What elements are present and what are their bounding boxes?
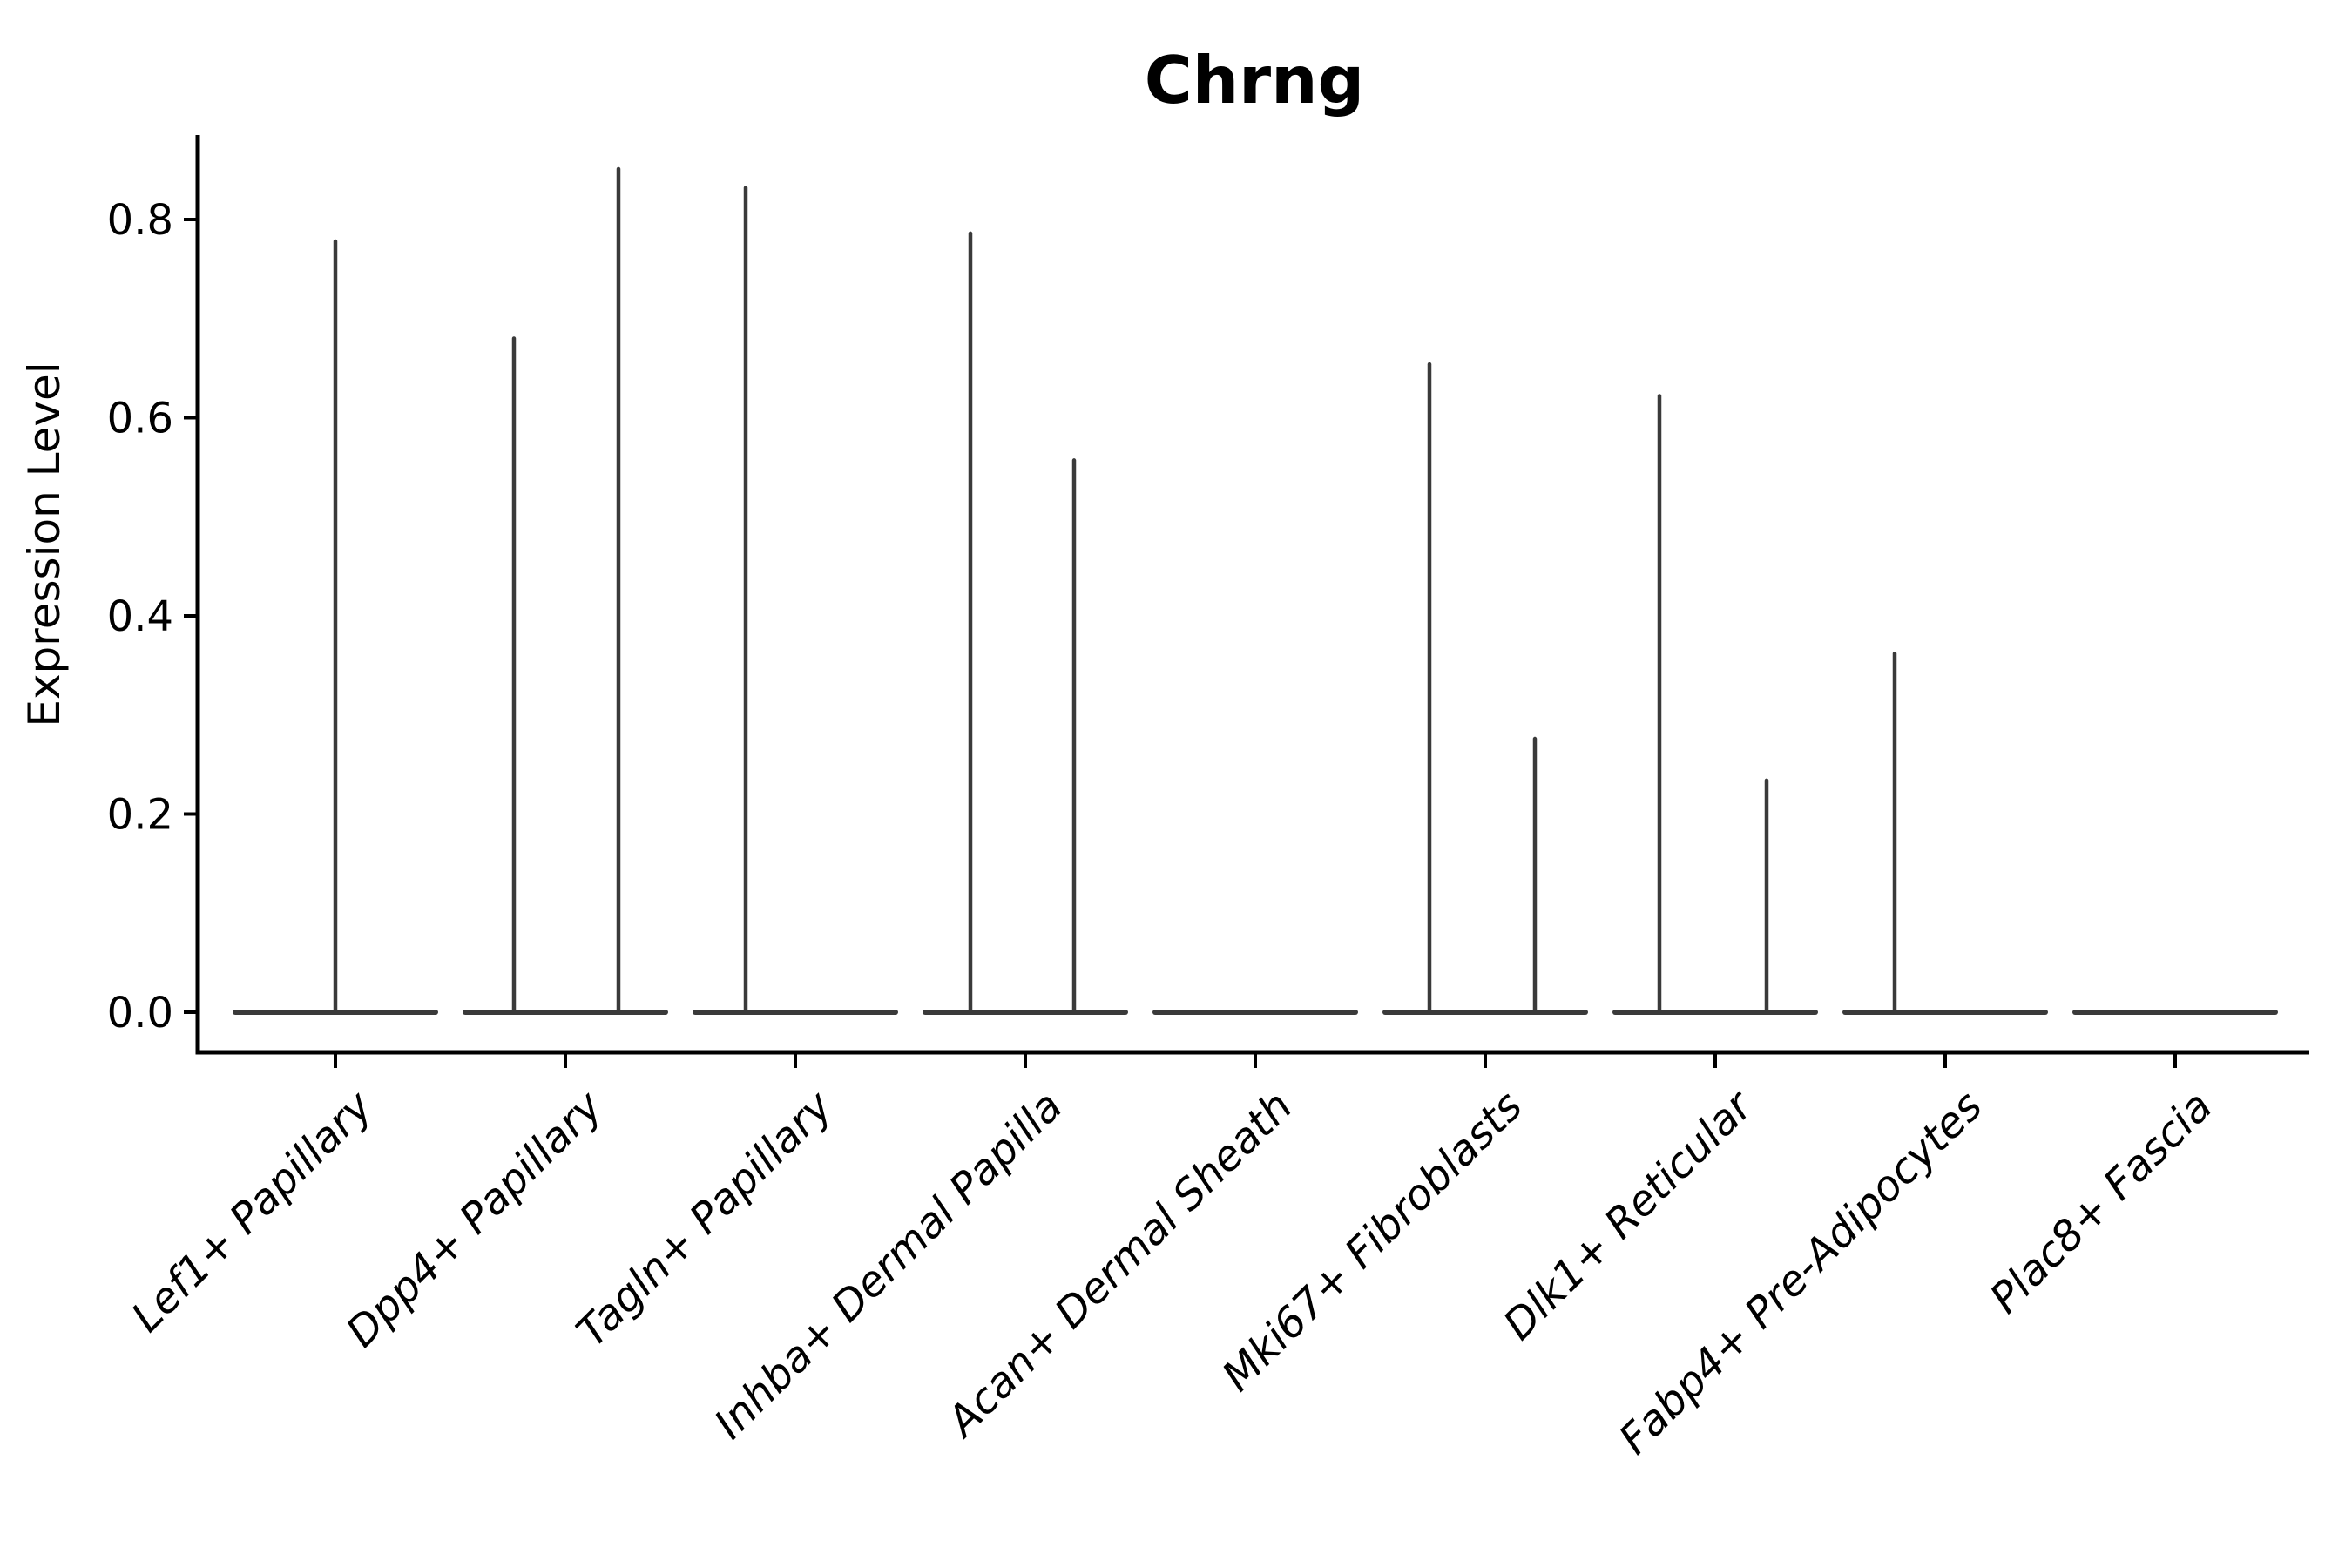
x-tick-label: Tagln+ Papillary — [567, 1081, 842, 1356]
y-tick-label: 0.8 — [107, 196, 173, 245]
plot-title: Chrng — [1145, 42, 1365, 118]
violin — [1612, 394, 1818, 1015]
violin-baseline — [233, 1010, 438, 1015]
violin — [1152, 1010, 1358, 1015]
x-tick-label: Dpp4+ Papillary — [337, 1081, 612, 1356]
violin — [2072, 1010, 2278, 1015]
violin-baseline — [1842, 1010, 2048, 1015]
y-tick-label: 0.2 — [107, 791, 173, 840]
violin-baseline — [693, 1010, 898, 1015]
violin-baseline — [2072, 1010, 2278, 1015]
x-tick-label: Lef1+ Papillary — [122, 1081, 382, 1342]
y-axis-ticks: 0.0 0.2 0.4 0.6 0.8 — [107, 196, 198, 1037]
violin-baseline — [1152, 1010, 1358, 1015]
violin-baseline — [1612, 1010, 1818, 1015]
violin — [923, 231, 1128, 1015]
violin — [1382, 362, 1588, 1015]
violin-baseline — [463, 1010, 668, 1015]
y-tick-label: 0.0 — [107, 989, 173, 1037]
axes-spines — [195, 135, 2309, 1055]
violin — [463, 166, 668, 1015]
violin — [233, 239, 438, 1015]
violin-baseline — [923, 1010, 1128, 1015]
violins — [233, 166, 2278, 1015]
x-tick-label: Fabp4+ Pre-Adipocytes — [1610, 1082, 1992, 1464]
x-tick-label: Dlk1+ Reticular — [1494, 1080, 1764, 1350]
x-tick-label: Plac8+ Fascia — [1981, 1082, 2222, 1323]
violin-baseline — [1382, 1010, 1588, 1015]
y-axis-label: Expression Level — [19, 362, 70, 727]
y-tick-label: 0.6 — [107, 395, 173, 443]
violin — [1842, 651, 2048, 1015]
y-tick-label: 0.4 — [107, 592, 173, 641]
violin — [693, 186, 898, 1015]
